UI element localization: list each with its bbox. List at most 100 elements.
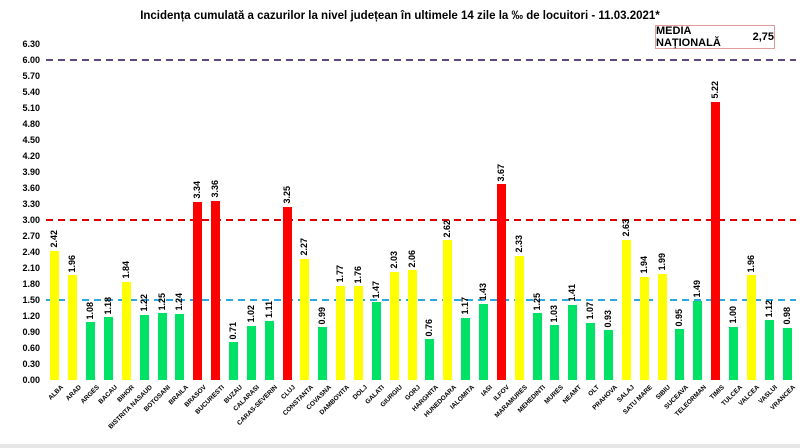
bar-neamt <box>568 304 578 380</box>
bar-value-label: 0.99 <box>317 306 328 325</box>
bar-value-label: 1.18 <box>103 296 113 315</box>
bar-maramures <box>514 255 524 380</box>
bar-prahova <box>604 330 613 380</box>
y-axis-label: 1.20 <box>22 310 40 321</box>
bar-bistrita-nasaud <box>139 314 149 380</box>
national-average-label: MEDIA NAȚIONALĂ <box>656 25 721 49</box>
bar-bacau <box>104 317 113 380</box>
bar-value-label: 1.17 <box>460 297 471 315</box>
y-axis-label: 0.90 <box>22 326 40 337</box>
bar-value-label: 1.76 <box>353 265 363 284</box>
bar-tulcea <box>729 326 738 380</box>
bar-value-label: 1.25 <box>531 292 542 311</box>
threshold-line-3 <box>46 219 796 221</box>
y-axis-label: 0.00 <box>22 374 40 385</box>
bar-value-label: 3.34 <box>192 181 203 199</box>
bar-valcea <box>746 275 756 380</box>
bar-alba <box>50 250 60 380</box>
bar-bucuresti <box>211 200 221 380</box>
y-axis-label: 5.40 <box>22 86 40 97</box>
bar-gorj <box>407 270 417 380</box>
threshold-line-1.5 <box>46 299 796 301</box>
y-axis-label: 2.10 <box>22 262 40 273</box>
bar-value-label: 2.06 <box>406 249 417 268</box>
bar-value-label: 3.67 <box>495 163 506 182</box>
bar-value-label: 0.95 <box>674 308 685 327</box>
bar-olt <box>586 322 596 380</box>
bar-value-label: 2.33 <box>513 235 524 253</box>
bar-value-label: 1.94 <box>638 256 649 274</box>
bar-bihor <box>121 281 131 380</box>
bar-value-label: 1.00 <box>728 306 738 324</box>
bar-value-label: 3.25 <box>281 186 292 204</box>
y-axis-label: 4.50 <box>22 134 40 145</box>
bar-value-label: 2.42 <box>49 230 60 248</box>
bar-value-label: 1.99 <box>656 253 667 271</box>
bar-harghita <box>425 339 435 380</box>
y-axis-label: 4.20 <box>22 150 40 161</box>
national-average-box: MEDIA NAȚIONALĂ 2,75 <box>655 25 775 49</box>
y-axis-label: 4.80 <box>22 118 40 129</box>
y-axis-label: 5.10 <box>22 102 40 113</box>
bar-teleorman <box>693 300 703 380</box>
bar-botosani <box>157 313 167 380</box>
bar-satu-mare <box>639 276 649 380</box>
y-axis-label: 3.30 <box>22 198 40 209</box>
threshold-line-6 <box>46 59 796 61</box>
bar-value-label: 1.02 <box>245 305 256 323</box>
chart-title: Incidența cumulată a cazurilor la nivel … <box>140 10 660 22</box>
bar-ialomita <box>461 317 471 380</box>
bar-value-label: 1.24 <box>174 293 185 311</box>
y-axis-label: 0.60 <box>22 342 40 353</box>
y-axis-label: 2.40 <box>22 246 40 257</box>
y-axis-label: 5.70 <box>22 70 40 81</box>
y-axis-label: 3.00 <box>22 214 40 225</box>
bar-brasov <box>193 201 203 380</box>
bar-vaslui <box>764 320 774 380</box>
bar-value-label: 1.43 <box>478 283 488 301</box>
bar-galati <box>371 301 381 380</box>
bar-value-label: 2.27 <box>299 238 310 256</box>
bar-value-label: 0.76 <box>424 318 435 337</box>
bar-vrancea <box>782 327 792 380</box>
bar-mures <box>550 325 560 380</box>
bar-value-label: 1.12 <box>763 299 774 318</box>
bar-value-label: 5.22 <box>710 81 721 99</box>
y-axis-label: 2.70 <box>22 230 40 241</box>
bar-calarasi <box>246 325 256 380</box>
bar-value-label: 1.22 <box>138 294 149 312</box>
bar-arges <box>86 322 96 380</box>
y-axis-label: 6.00 <box>22 54 40 65</box>
bar-cluj <box>282 206 292 380</box>
bar-value-label: 1.47 <box>370 281 381 299</box>
bar-iasi <box>479 303 488 380</box>
bar-value-label: 0.98 <box>781 307 792 325</box>
y-axis-label: 6.30 <box>22 38 40 49</box>
bar-dolj <box>354 286 363 380</box>
bar-braila <box>175 313 185 380</box>
bar-caras-severin <box>264 320 274 380</box>
bar-value-label: 2.63 <box>620 219 631 237</box>
bar-value-label: 1.08 <box>85 301 96 320</box>
bar-value-label: 1.49 <box>692 280 703 298</box>
bar-buzau <box>229 342 238 380</box>
bottom-strip <box>0 444 800 448</box>
y-axis-label: 3.90 <box>22 166 40 177</box>
bar-value-label: 1.11 <box>263 300 274 318</box>
y-axis-label: 1.80 <box>22 278 40 289</box>
bar-value-label: 2.03 <box>388 251 399 269</box>
bar-covasna <box>318 327 328 380</box>
bar-value-label: 1.07 <box>585 302 596 320</box>
national-average-value: 2,75 <box>752 31 774 43</box>
bar-ilfov <box>496 184 506 380</box>
bar-value-label: 0.71 <box>228 321 238 340</box>
bar-value-label: 1.84 <box>120 261 131 279</box>
bar-mehedinti <box>532 313 542 380</box>
bar-timis <box>711 101 721 380</box>
bar-hunedoara <box>443 240 453 380</box>
bar-arad <box>68 275 78 380</box>
bar-suceava <box>675 329 685 380</box>
bar-constanta <box>300 258 310 380</box>
bar-value-label: 2.62 <box>442 219 453 238</box>
